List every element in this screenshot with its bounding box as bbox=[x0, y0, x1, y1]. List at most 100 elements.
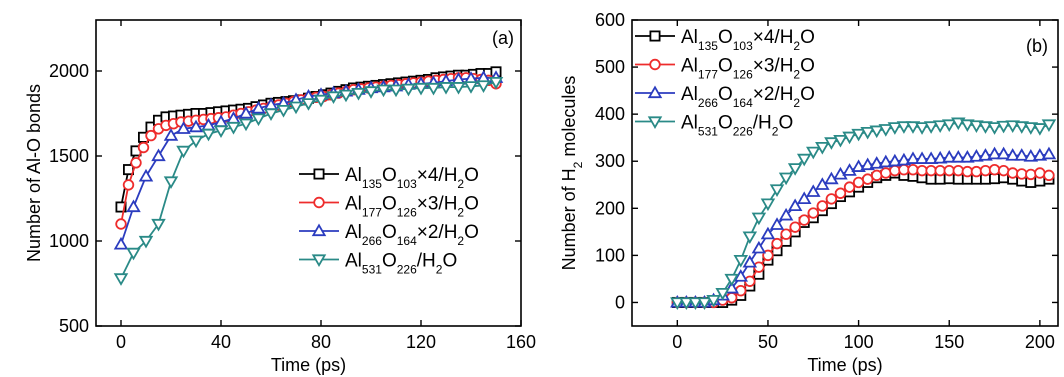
data-point bbox=[1014, 148, 1030, 161]
data-point bbox=[1016, 168, 1028, 180]
data-point bbox=[978, 121, 993, 134]
data-point bbox=[961, 165, 974, 178]
data-point bbox=[488, 76, 504, 90]
data-point bbox=[130, 157, 142, 169]
data-point bbox=[213, 125, 229, 139]
plot-frame bbox=[95, 19, 522, 327]
data-point bbox=[896, 121, 912, 134]
data-point bbox=[1034, 167, 1046, 179]
x-tick-label: 50 bbox=[758, 332, 778, 352]
data-point bbox=[288, 101, 304, 115]
data-point bbox=[880, 167, 892, 179]
x-tick-label: 120 bbox=[406, 332, 436, 352]
data-point bbox=[138, 235, 154, 249]
data-point bbox=[769, 184, 785, 197]
data-point bbox=[733, 254, 749, 268]
data-point bbox=[238, 105, 254, 119]
data-point bbox=[145, 129, 157, 142]
data-point bbox=[1025, 168, 1037, 181]
data-point bbox=[843, 181, 856, 193]
data-point bbox=[951, 149, 966, 163]
data-point bbox=[476, 80, 491, 93]
panel-label: (a) bbox=[492, 28, 514, 48]
legend-swatch-marker bbox=[313, 196, 325, 209]
data-point bbox=[338, 89, 354, 103]
data-point bbox=[816, 200, 829, 212]
data-point bbox=[916, 164, 928, 177]
data-point bbox=[932, 150, 948, 164]
data-point bbox=[137, 141, 150, 154]
y-axis-label: Number of H2 molecules bbox=[559, 76, 585, 271]
data-point bbox=[238, 118, 254, 132]
data-point bbox=[388, 84, 404, 98]
data-point bbox=[326, 91, 341, 105]
data-point bbox=[301, 98, 316, 111]
legend-swatch-marker bbox=[647, 85, 663, 99]
data-point bbox=[860, 157, 875, 171]
data-point bbox=[1023, 122, 1039, 135]
data-point bbox=[1032, 123, 1048, 136]
data-point bbox=[806, 146, 821, 160]
data-point bbox=[887, 122, 903, 135]
data-point bbox=[276, 105, 291, 118]
data-point bbox=[151, 148, 166, 162]
legend-label: Al135O103×4/H2O bbox=[681, 27, 815, 53]
data-point bbox=[115, 218, 127, 230]
data-point bbox=[807, 207, 819, 219]
data-point bbox=[969, 149, 984, 162]
data-point bbox=[987, 146, 1002, 160]
data-point bbox=[789, 221, 801, 233]
data-point bbox=[1041, 119, 1057, 133]
data-point bbox=[401, 83, 416, 97]
data-point bbox=[742, 254, 758, 268]
data-point bbox=[1005, 120, 1020, 133]
y-tick-label: 1500 bbox=[49, 146, 89, 166]
data-point bbox=[1032, 148, 1048, 161]
data-point bbox=[987, 122, 1002, 135]
data-point bbox=[941, 149, 957, 163]
legend-label: Al177O126×3/H2O bbox=[345, 194, 479, 220]
data-point bbox=[1014, 121, 1030, 134]
data-point bbox=[771, 237, 783, 250]
y-tick-label: 0 bbox=[615, 292, 625, 312]
data-point bbox=[176, 145, 191, 159]
data-point bbox=[115, 201, 127, 213]
y-tick-label: 200 bbox=[595, 198, 625, 218]
data-point bbox=[769, 217, 785, 230]
data-point bbox=[760, 226, 776, 240]
data-point bbox=[351, 88, 366, 101]
data-point bbox=[126, 247, 141, 261]
data-point bbox=[923, 121, 939, 134]
data-point bbox=[969, 120, 984, 133]
x-tick-label: 200 bbox=[1025, 332, 1055, 352]
data-point bbox=[163, 128, 179, 141]
data-point bbox=[376, 84, 391, 98]
data-point bbox=[780, 228, 792, 240]
data-point bbox=[833, 166, 848, 180]
data-point bbox=[679, 297, 694, 310]
panel-a: 0 40 80 120 160 500 1000 1500 2000 Time (ps) Numbe… bbox=[24, 19, 536, 375]
data-point bbox=[905, 151, 921, 164]
data-point bbox=[869, 125, 884, 139]
data-point bbox=[724, 273, 739, 287]
data-point bbox=[1023, 149, 1039, 162]
data-point bbox=[798, 214, 810, 226]
data-point bbox=[887, 153, 903, 167]
y-tick-label: 500 bbox=[595, 57, 625, 77]
data-point bbox=[988, 164, 1001, 176]
data-point bbox=[889, 164, 901, 177]
data-point bbox=[943, 164, 955, 177]
data-point bbox=[960, 119, 975, 133]
y-tick-label: 400 bbox=[595, 104, 625, 124]
x-tick-label: 160 bbox=[506, 332, 536, 352]
data-point bbox=[941, 119, 957, 133]
data-point bbox=[733, 269, 749, 282]
data-point bbox=[138, 168, 154, 182]
data-point bbox=[113, 236, 129, 250]
data-point bbox=[905, 121, 921, 134]
y-tick-label: 500 bbox=[59, 316, 89, 336]
data-point bbox=[934, 164, 946, 177]
x-tick-label: 0 bbox=[116, 332, 126, 352]
legend-swatch-marker bbox=[311, 254, 327, 268]
